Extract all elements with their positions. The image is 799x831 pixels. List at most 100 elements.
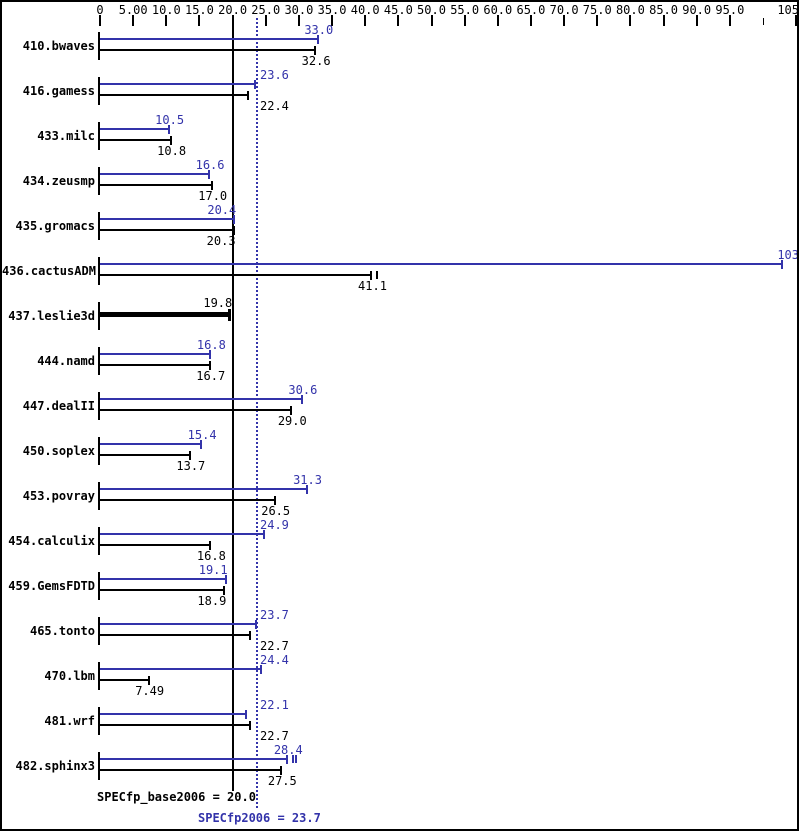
peak-bar (100, 623, 258, 625)
benchmark-label: 435.gromacs (15, 219, 95, 233)
base-bar (100, 544, 212, 546)
axis-tick (795, 15, 797, 26)
axis-tick-label: 85.0 (649, 3, 678, 17)
axis-minor-tick (763, 18, 764, 25)
peak-bar-cap (305, 485, 308, 494)
axis-tick (364, 15, 367, 26)
peak-bar (100, 668, 262, 670)
benchmark-label: 434.zeusmp (22, 174, 95, 188)
axis-tick-label: 80.0 (615, 3, 645, 17)
peak-mean-label: SPECfp2006 = 23.7 (198, 811, 321, 825)
peak-bar (100, 533, 266, 535)
peak-run-marker-tick (295, 755, 298, 763)
single-value-label: 19.8 (203, 296, 233, 310)
base-value-label: 29.0 (277, 414, 307, 428)
peak-value-label: 16.8 (196, 338, 226, 352)
axis-tick-label: 90.0 (682, 3, 712, 17)
base-bar (100, 139, 172, 141)
axis-tick (430, 15, 433, 26)
peak-mean-line (256, 18, 258, 808)
base-bar-cap (210, 181, 213, 190)
base-value-label: 16.7 (196, 369, 226, 383)
benchmark-label: 410.bwaves (22, 39, 95, 53)
base-value-label: 22.4 (260, 99, 289, 113)
peak-bar-cap (224, 575, 227, 584)
peak-value-label: 10.5 (155, 113, 185, 127)
base-bar-cap (370, 271, 373, 280)
base-bar (100, 724, 251, 726)
axis-tick-label: 20.0 (218, 3, 248, 17)
axis-tick-label: 15.0 (184, 3, 214, 17)
row-start-tick (98, 167, 100, 195)
axis-tick-label: 10.0 (151, 3, 181, 17)
row-start-tick (98, 437, 100, 465)
axis-tick (132, 15, 135, 26)
row-start-tick (98, 662, 100, 690)
peak-value-label: 28.4 (273, 743, 303, 757)
peak-bar-cap (255, 620, 258, 629)
peak-bar (100, 173, 211, 175)
base-bar-cap (314, 46, 317, 55)
peak-bar-cap (286, 755, 289, 764)
base-value-label: 10.8 (157, 144, 187, 158)
axis-tick-label: 75.0 (582, 3, 612, 17)
benchmark-label: 450.soplex (22, 444, 95, 458)
axis-tick (198, 15, 201, 26)
peak-bar-cap (316, 35, 319, 44)
peak-value-label: 19.1 (198, 563, 228, 577)
base-mean-line (232, 18, 234, 791)
axis-tick-label: 60.0 (483, 3, 513, 17)
axis-tick-label: 50.0 (417, 3, 446, 17)
base-bar-cap (223, 586, 226, 595)
benchmark-label: 459.GemsFDTD (8, 579, 95, 593)
peak-bar (100, 713, 247, 715)
axis-tick-label: 105 (777, 3, 799, 17)
base-run-marker-tick (376, 271, 379, 279)
axis-tick (264, 15, 267, 26)
row-start-tick (98, 527, 100, 555)
axis-tick-label: 5.00 (118, 3, 148, 17)
base-bar-cap (208, 361, 211, 370)
benchmark-label: 465.tonto (29, 624, 95, 638)
peak-bar (100, 353, 212, 355)
peak-bar-cap (263, 530, 266, 539)
base-mean-label: SPECfp_base2006 = 20.0 (97, 790, 256, 804)
axis-tick (463, 15, 466, 26)
peak-bar-cap (200, 440, 203, 449)
row-start-tick (98, 302, 100, 330)
benchmark-label: 482.sphinx3 (15, 759, 95, 773)
axis-tick-label: 0 (96, 3, 104, 17)
peak-bar-cap (209, 350, 212, 359)
benchmark-label: 447.dealII (22, 399, 95, 413)
base-value-label: 27.5 (267, 774, 297, 788)
peak-value-label: 15.4 (187, 428, 217, 442)
peak-value-label: 16.6 (195, 158, 225, 172)
row-start-tick (98, 77, 100, 105)
base-value-label: 18.9 (197, 594, 227, 608)
base-bar (100, 274, 373, 276)
axis-tick-label: 35.0 (317, 3, 347, 17)
benchmark-label: 433.milc (37, 129, 95, 143)
peak-value-label: 24.4 (260, 653, 289, 667)
base-bar (100, 769, 283, 771)
axis-tick (529, 15, 532, 26)
base-bar-cap (248, 631, 251, 640)
benchmark-label: 481.wrf (44, 714, 95, 728)
base-bar-cap (273, 496, 276, 505)
row-start-tick (98, 752, 100, 780)
peak-value-label: 103 (777, 248, 799, 262)
peak-run-marker-tick (292, 755, 295, 763)
row-start-tick (98, 32, 100, 60)
peak-bar-cap (780, 260, 783, 269)
axis-tick-label: 30.0 (284, 3, 314, 17)
peak-bar (100, 488, 308, 490)
base-bar (100, 364, 211, 366)
base-value-label: 13.7 (176, 459, 206, 473)
axis-tick-label: 40.0 (350, 3, 380, 17)
peak-bar-cap (233, 215, 236, 224)
base-value-label: 17.0 (198, 189, 228, 203)
peak-value-label: 33.0 (304, 23, 334, 37)
base-bar (100, 499, 276, 501)
axis-tick (397, 15, 400, 26)
